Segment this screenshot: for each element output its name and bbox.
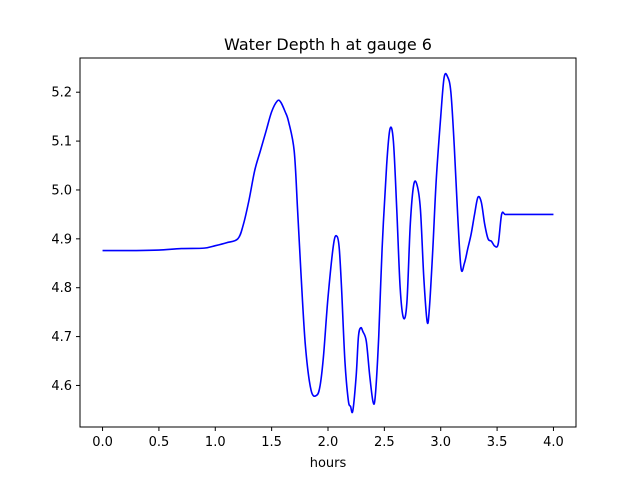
y-tick-label: 4.9 (51, 232, 72, 247)
x-tick-label: 4.0 (543, 435, 564, 450)
x-tick-label: 2.5 (374, 435, 395, 450)
x-tick-label: 1.5 (261, 435, 282, 450)
y-tick-label: 5.1 (51, 135, 72, 150)
y-tick-label: 4.6 (51, 379, 72, 394)
x-tick-label: 3.5 (487, 435, 508, 450)
series-line-0 (102, 72, 554, 414)
x-tick-label: 0.5 (149, 435, 170, 450)
x-axis-label: hours (310, 456, 347, 471)
y-tick-label: 5.0 (51, 183, 72, 198)
y-tick-label: 5.2 (51, 86, 72, 101)
chart-title: Water Depth h at gauge 6 (224, 35, 432, 54)
x-tick-label: 2.0 (318, 435, 339, 450)
x-tick-label: 3.0 (430, 435, 451, 450)
x-tick-label: 1.0 (205, 435, 226, 450)
y-tick-label: 4.8 (51, 281, 72, 296)
y-tick-label: 4.7 (51, 330, 72, 345)
plot-area: 0.0 0.5 1.0 1.5 2.0 2.5 3.0 3.5 4.0 4.6 4.7 4.8 4.9 5… (51, 57, 577, 450)
x-tick-label: 0.0 (92, 435, 113, 450)
